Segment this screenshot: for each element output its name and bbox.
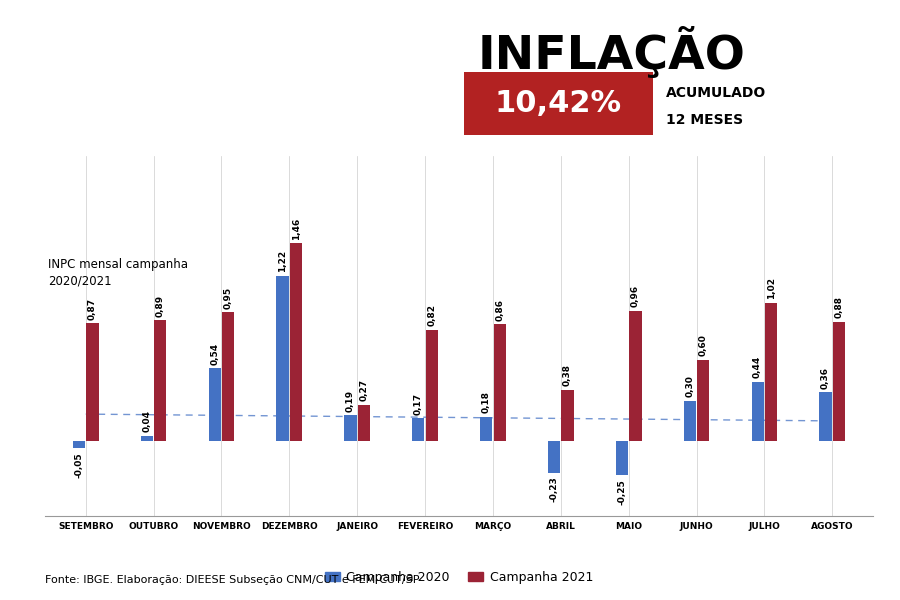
Text: 0,17: 0,17: [414, 392, 423, 415]
Bar: [426, 330, 438, 441]
Text: -0,25: -0,25: [617, 479, 626, 505]
Text: 0,27: 0,27: [359, 379, 368, 401]
Text: 0,86: 0,86: [495, 299, 504, 321]
Text: Fonte: IBGE. Elaboração: DIEESE Subseção CNM/CUT e FEM-CUT/SP: Fonte: IBGE. Elaboração: DIEESE Subseção…: [45, 575, 419, 585]
Bar: [140, 436, 153, 441]
Bar: [833, 322, 845, 441]
Text: 1,46: 1,46: [292, 217, 301, 239]
Text: 0,87: 0,87: [88, 298, 97, 320]
Bar: [562, 389, 573, 441]
Text: -0,05: -0,05: [75, 452, 84, 478]
Bar: [358, 404, 370, 441]
Bar: [616, 441, 628, 475]
Text: 0,89: 0,89: [156, 295, 165, 317]
Bar: [222, 312, 234, 441]
Text: 1,22: 1,22: [278, 250, 287, 272]
Text: 0,30: 0,30: [685, 375, 694, 397]
Text: ACUMULADO: ACUMULADO: [666, 86, 766, 100]
Bar: [698, 360, 709, 441]
Text: 0,95: 0,95: [224, 287, 233, 309]
Text: 1,02: 1,02: [767, 277, 776, 299]
Text: 0,88: 0,88: [834, 296, 843, 319]
Text: 12 MESES: 12 MESES: [666, 113, 743, 127]
Text: 0,19: 0,19: [346, 390, 355, 412]
Text: INPC mensal campanha
2020/2021: INPC mensal campanha 2020/2021: [49, 258, 188, 288]
Bar: [276, 275, 289, 441]
Bar: [154, 320, 166, 441]
Text: 10,42%: 10,42%: [494, 89, 622, 118]
Bar: [819, 392, 832, 441]
Bar: [290, 243, 302, 441]
Bar: [629, 311, 642, 441]
Text: 0,04: 0,04: [142, 410, 151, 433]
Text: -0,23: -0,23: [550, 476, 559, 502]
Legend: Campanha 2020, Campanha 2021: Campanha 2020, Campanha 2021: [320, 566, 598, 589]
Text: INFLAÇÃO: INFLAÇÃO: [478, 27, 746, 79]
Bar: [548, 441, 560, 473]
Bar: [86, 323, 99, 441]
Bar: [209, 368, 220, 441]
Text: 0,36: 0,36: [821, 367, 830, 389]
Text: 0,44: 0,44: [753, 356, 762, 378]
Bar: [752, 382, 764, 441]
Bar: [493, 325, 506, 441]
Text: 0,60: 0,60: [698, 335, 707, 356]
Text: 0,18: 0,18: [482, 391, 490, 413]
Text: 0,54: 0,54: [211, 343, 220, 365]
Text: 0,96: 0,96: [631, 286, 640, 307]
Bar: [345, 415, 356, 441]
Bar: [684, 401, 696, 441]
Text: 0,38: 0,38: [563, 364, 572, 386]
Bar: [412, 418, 425, 441]
Bar: [480, 417, 492, 441]
Text: 0,82: 0,82: [428, 304, 436, 326]
Bar: [765, 303, 778, 441]
Bar: [73, 441, 85, 448]
